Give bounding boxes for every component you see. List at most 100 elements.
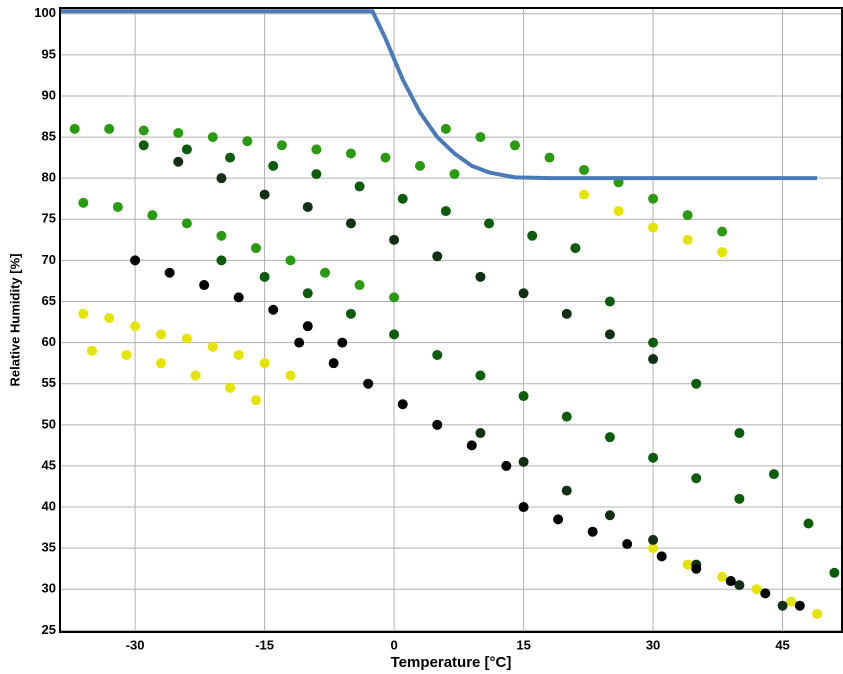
y-tick-label: 30 xyxy=(42,581,56,596)
scatter-point xyxy=(216,173,227,184)
scatter-point xyxy=(734,428,745,439)
scatter-point xyxy=(648,337,659,348)
scatter-point xyxy=(561,485,572,496)
scatter-point xyxy=(656,551,667,562)
scatter-point xyxy=(311,144,322,155)
y-tick-label: 90 xyxy=(42,87,56,102)
scatter-point xyxy=(691,473,702,484)
scatter-point xyxy=(717,571,728,582)
scatter-point xyxy=(682,234,693,245)
scatter-point xyxy=(104,123,115,134)
scatter-point xyxy=(466,440,477,451)
scatter-point xyxy=(130,255,141,266)
scatter-point xyxy=(156,358,167,369)
scatter-point xyxy=(484,218,495,229)
scatter-point xyxy=(579,164,590,175)
scatter-point xyxy=(112,201,123,212)
scatter-point xyxy=(648,193,659,204)
scatter-point xyxy=(173,127,184,138)
scatter-point xyxy=(622,539,633,550)
scatter-point xyxy=(389,292,400,303)
scatter-point xyxy=(475,271,486,282)
x-tick-label: 30 xyxy=(646,637,660,652)
scatter-point xyxy=(389,329,400,340)
scatter-point xyxy=(233,292,244,303)
scatter-point xyxy=(475,428,486,439)
scatter-point xyxy=(104,312,115,323)
x-tick-label: 0 xyxy=(390,637,397,652)
scatter-point xyxy=(173,156,184,167)
scatter-point xyxy=(501,460,512,471)
y-tick-label: 40 xyxy=(42,498,56,513)
scatter-point xyxy=(682,210,693,221)
x-tick-label: -30 xyxy=(126,637,145,652)
scatter-point xyxy=(268,304,279,315)
y-tick-label: 60 xyxy=(42,334,56,349)
labels: 25 30 35 40 45 50 55 60 65 70 75 80 85 90 95 100 -30 -15 0… xyxy=(34,5,790,652)
scatter-point xyxy=(216,230,227,241)
scatter-point xyxy=(432,251,443,262)
scatter-point xyxy=(156,329,167,340)
scatter-point xyxy=(138,140,149,151)
scatter-point xyxy=(345,308,356,319)
scatter-point xyxy=(432,419,443,430)
scatter-point xyxy=(78,197,89,208)
scatter-point xyxy=(812,608,823,619)
scatter-point xyxy=(78,308,89,319)
scatter-point xyxy=(302,288,313,299)
scatter-point xyxy=(337,337,348,348)
scatter-point xyxy=(242,136,253,147)
scatter-point xyxy=(414,160,425,171)
scatter-point xyxy=(760,588,771,599)
scatter-point xyxy=(579,189,590,200)
scatter-point xyxy=(259,189,270,200)
scatter-point xyxy=(345,148,356,159)
scatter-point xyxy=(354,181,365,192)
scatter-point xyxy=(389,234,400,245)
y-tick-label: 80 xyxy=(42,170,56,185)
scatter-point xyxy=(225,152,236,163)
scatter-point xyxy=(380,152,391,163)
scatter-point xyxy=(604,432,615,443)
scatter-point xyxy=(294,337,305,348)
scatter-point xyxy=(199,280,210,291)
scatter-point xyxy=(751,584,762,595)
scatter-point xyxy=(363,378,374,389)
scatter-point xyxy=(829,567,840,578)
scatter-point xyxy=(440,206,451,217)
scatter-point xyxy=(691,378,702,389)
scatter-point xyxy=(276,140,287,151)
scatter-point xyxy=(207,341,218,352)
grid xyxy=(60,8,843,632)
x-tick-label: 15 xyxy=(516,637,530,652)
scatter-point xyxy=(164,267,175,278)
scatter-point xyxy=(544,152,555,163)
scatter-point xyxy=(302,201,313,212)
scatter-point xyxy=(320,267,331,278)
scatter-point xyxy=(440,123,451,134)
scatter-point xyxy=(225,382,236,393)
scatter-point xyxy=(518,502,529,513)
scatter-point xyxy=(86,345,97,356)
x-tick-label: -15 xyxy=(255,637,274,652)
scatter-point xyxy=(121,349,132,360)
scatter-point xyxy=(794,600,805,611)
scatter-point xyxy=(587,526,598,537)
scatter-point xyxy=(130,321,141,332)
scatter-point xyxy=(328,358,339,369)
scatter-point xyxy=(432,349,443,360)
scatter-point xyxy=(725,576,736,587)
plot-area xyxy=(60,8,842,632)
scatter-point xyxy=(250,243,261,254)
y-tick-label: 70 xyxy=(42,252,56,267)
scatter-point xyxy=(768,469,779,480)
y-tick-label: 55 xyxy=(42,375,56,390)
scatter-point xyxy=(604,329,615,340)
x-tick-label: 45 xyxy=(775,637,789,652)
scatter-point xyxy=(691,563,702,574)
scatter-point xyxy=(354,280,365,291)
scatter-point xyxy=(181,218,192,229)
scatter-point xyxy=(397,399,408,410)
scatter-point xyxy=(138,125,149,136)
scatter-point xyxy=(553,514,564,525)
